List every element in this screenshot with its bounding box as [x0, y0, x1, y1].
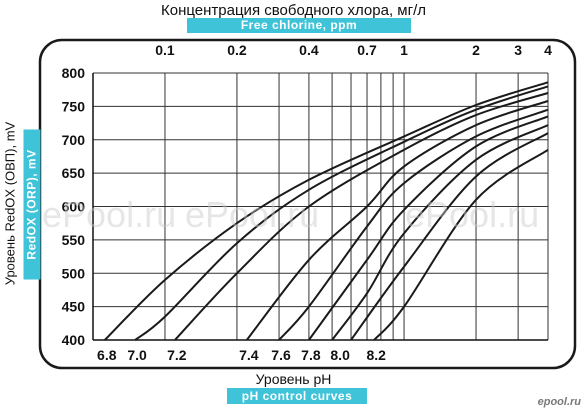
top-axis-title-en: Free chlorine, ppm [187, 18, 411, 33]
y-tick-label: 400 [62, 332, 86, 348]
ph-curve-7-6 [278, 108, 549, 341]
y-axis-title-ru: Уровень RedOX (ОВП), mV [2, 121, 18, 286]
top-tick-label: 0.7 [357, 42, 377, 58]
watermark-2: ePool.ru [185, 194, 320, 235]
ph-label: 7.6 [271, 347, 291, 363]
top-axis-title-ru: Концентрация свободного хлора, мг/л [161, 2, 426, 19]
ph-curve-7-9 [331, 124, 549, 341]
epool-logo: epool.ru [537, 396, 581, 408]
top-tick-label: 4 [544, 42, 552, 58]
ph-label: 6.8 [97, 347, 117, 363]
watermark-1: ePool.ru [42, 194, 177, 235]
ph-label: 7.8 [301, 347, 321, 363]
ph-curve-6-8 [104, 81, 549, 341]
ph-curve-7-8 [308, 115, 549, 341]
y-tick-label: 650 [62, 165, 86, 181]
watermark-3: ePool.ru [405, 194, 540, 235]
top-tick-label: 0.1 [155, 42, 175, 58]
y-tick-label: 600 [62, 199, 86, 215]
y-tick-label: 550 [62, 232, 86, 248]
chart-labels: 400 450 500 550 600 650 700 750 800 0.1 0.2 0.4 0.7 1… [62, 42, 552, 363]
ph-label: 7.4 [239, 347, 259, 363]
ph-curve-7-4 [246, 100, 549, 341]
top-tick-label: 2 [472, 42, 480, 58]
chart-axes [92, 73, 548, 341]
y-tick-label: 700 [62, 132, 86, 148]
bottom-axis-title-ru: Уровень pH [255, 371, 332, 387]
bottom-axis-title-en: pH control curves [227, 388, 367, 404]
y-tick-label: 450 [62, 299, 86, 315]
ph-curve-8-2 [373, 148, 549, 341]
ph-label: 7.0 [127, 347, 147, 363]
ph-label: 8.0 [330, 347, 350, 363]
y-axis-title-en: RedOX (ORP), mV [23, 129, 41, 280]
ph-curve-7-2 [174, 92, 549, 341]
chart-curves [104, 81, 549, 341]
top-tick-label: 0.4 [299, 42, 319, 58]
top-tick-label: 3 [514, 42, 522, 58]
top-tick-label: 0.2 [227, 42, 247, 58]
y-tick-label: 800 [62, 65, 86, 81]
y-tick-label: 500 [62, 265, 86, 281]
y-tick-label: 750 [62, 98, 86, 114]
ph-label: 7.2 [167, 347, 187, 363]
ph-curve-8-0 [350, 132, 549, 341]
ph-curve-7-0 [134, 85, 549, 341]
ph-label: 8.2 [366, 347, 386, 363]
top-tick-label: 1 [400, 42, 408, 58]
